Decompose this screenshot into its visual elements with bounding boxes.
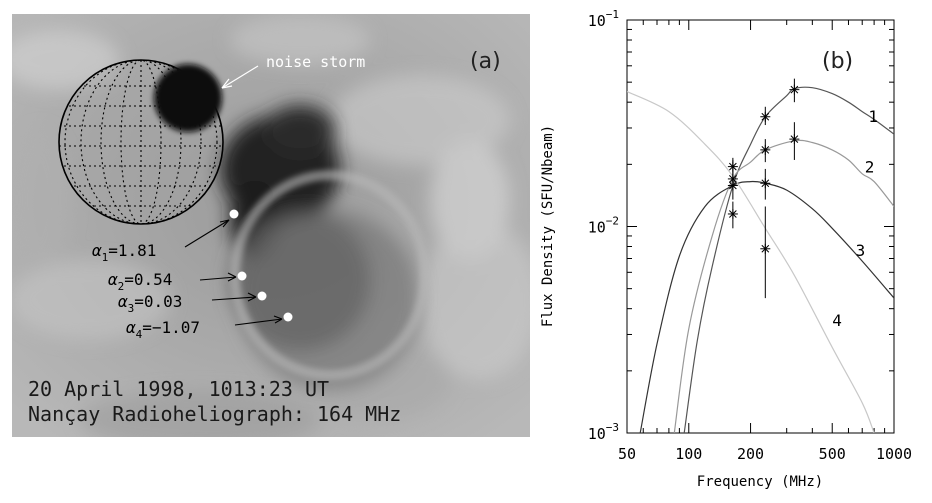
curve-labels: 1 2 3 4 [832,107,878,330]
fit-curve-2 [673,139,894,433]
curve-label-2: 2 [865,157,875,176]
source-dot-3 [257,291,267,301]
alpha-labels: α1=1.81 α2=0.54 α3=0.03 α4=−1.07 [92,241,200,341]
x-tick-label: 200 [737,445,764,463]
x-tick-label: 1000 [876,445,912,463]
alpha-pointers [184,219,283,326]
fit-curve-1 [683,86,894,433]
radio-image-structure [12,15,530,437]
x-tick-label: 50 [618,445,636,463]
data-points [727,78,800,299]
panel-a-label: (a) [470,49,501,74]
data-point-3 [727,208,738,219]
y-axis-label: Flux Density (SFU/Nbeam) [540,125,556,327]
panel-b-label: (b) [822,49,853,74]
curve-label-4: 4 [832,311,842,330]
data-point-4 [760,243,771,254]
alpha-label-4: α4=−1.07 [126,318,200,341]
y-tick-label: 10−3 [588,421,619,443]
data-point-2 [760,144,771,155]
x-tick-label: 500 [819,445,846,463]
noise-storm-label: noise storm [266,53,365,71]
data-point-2 [789,134,800,145]
noise-storm-arrowhead [221,78,233,89]
curve-label-1: 1 [868,107,878,126]
noise-storm-arrow [221,65,259,89]
data-point-4 [727,161,738,172]
panel-a: noise storm (a) α1=1.81 α2=0.54 α3=0.03 … [12,14,530,437]
alpha-label-3: α3=0.03 [118,292,182,315]
fit-curves [627,86,894,433]
x-axis-label: Frequency (MHz) [697,474,823,490]
data-point-3 [760,178,771,189]
y-tick-label: 10−1 [588,8,619,30]
source-dot-4 [283,312,293,322]
source-dot-2 [237,271,247,281]
plot-frame [626,19,895,434]
fit-curve-3 [639,180,894,433]
panel-b: 1 2 3 4 50 100 200 500 1000 10−3 10−2 10−1 (b) Fre… [540,8,912,490]
axis-ticks [626,19,895,434]
source-dot-1 [229,209,239,219]
data-point-1 [760,111,771,122]
noise-storm-source [154,64,222,132]
alpha-label-1: α1=1.81 [92,241,156,264]
x-tick-label: 100 [675,445,702,463]
curve-label-3: 3 [856,241,866,260]
data-point-1 [789,84,800,95]
tick-labels: 50 100 200 500 1000 10−3 10−2 10−1 [588,8,912,463]
caption-instrument: Nançay Radioheliograph: 164 MHz [28,402,401,426]
alpha-label-2: α2=0.54 [108,270,172,293]
caption-date: 20 April 1998, 1013:23 UT [28,377,329,401]
y-tick-label: 10−2 [588,215,619,237]
